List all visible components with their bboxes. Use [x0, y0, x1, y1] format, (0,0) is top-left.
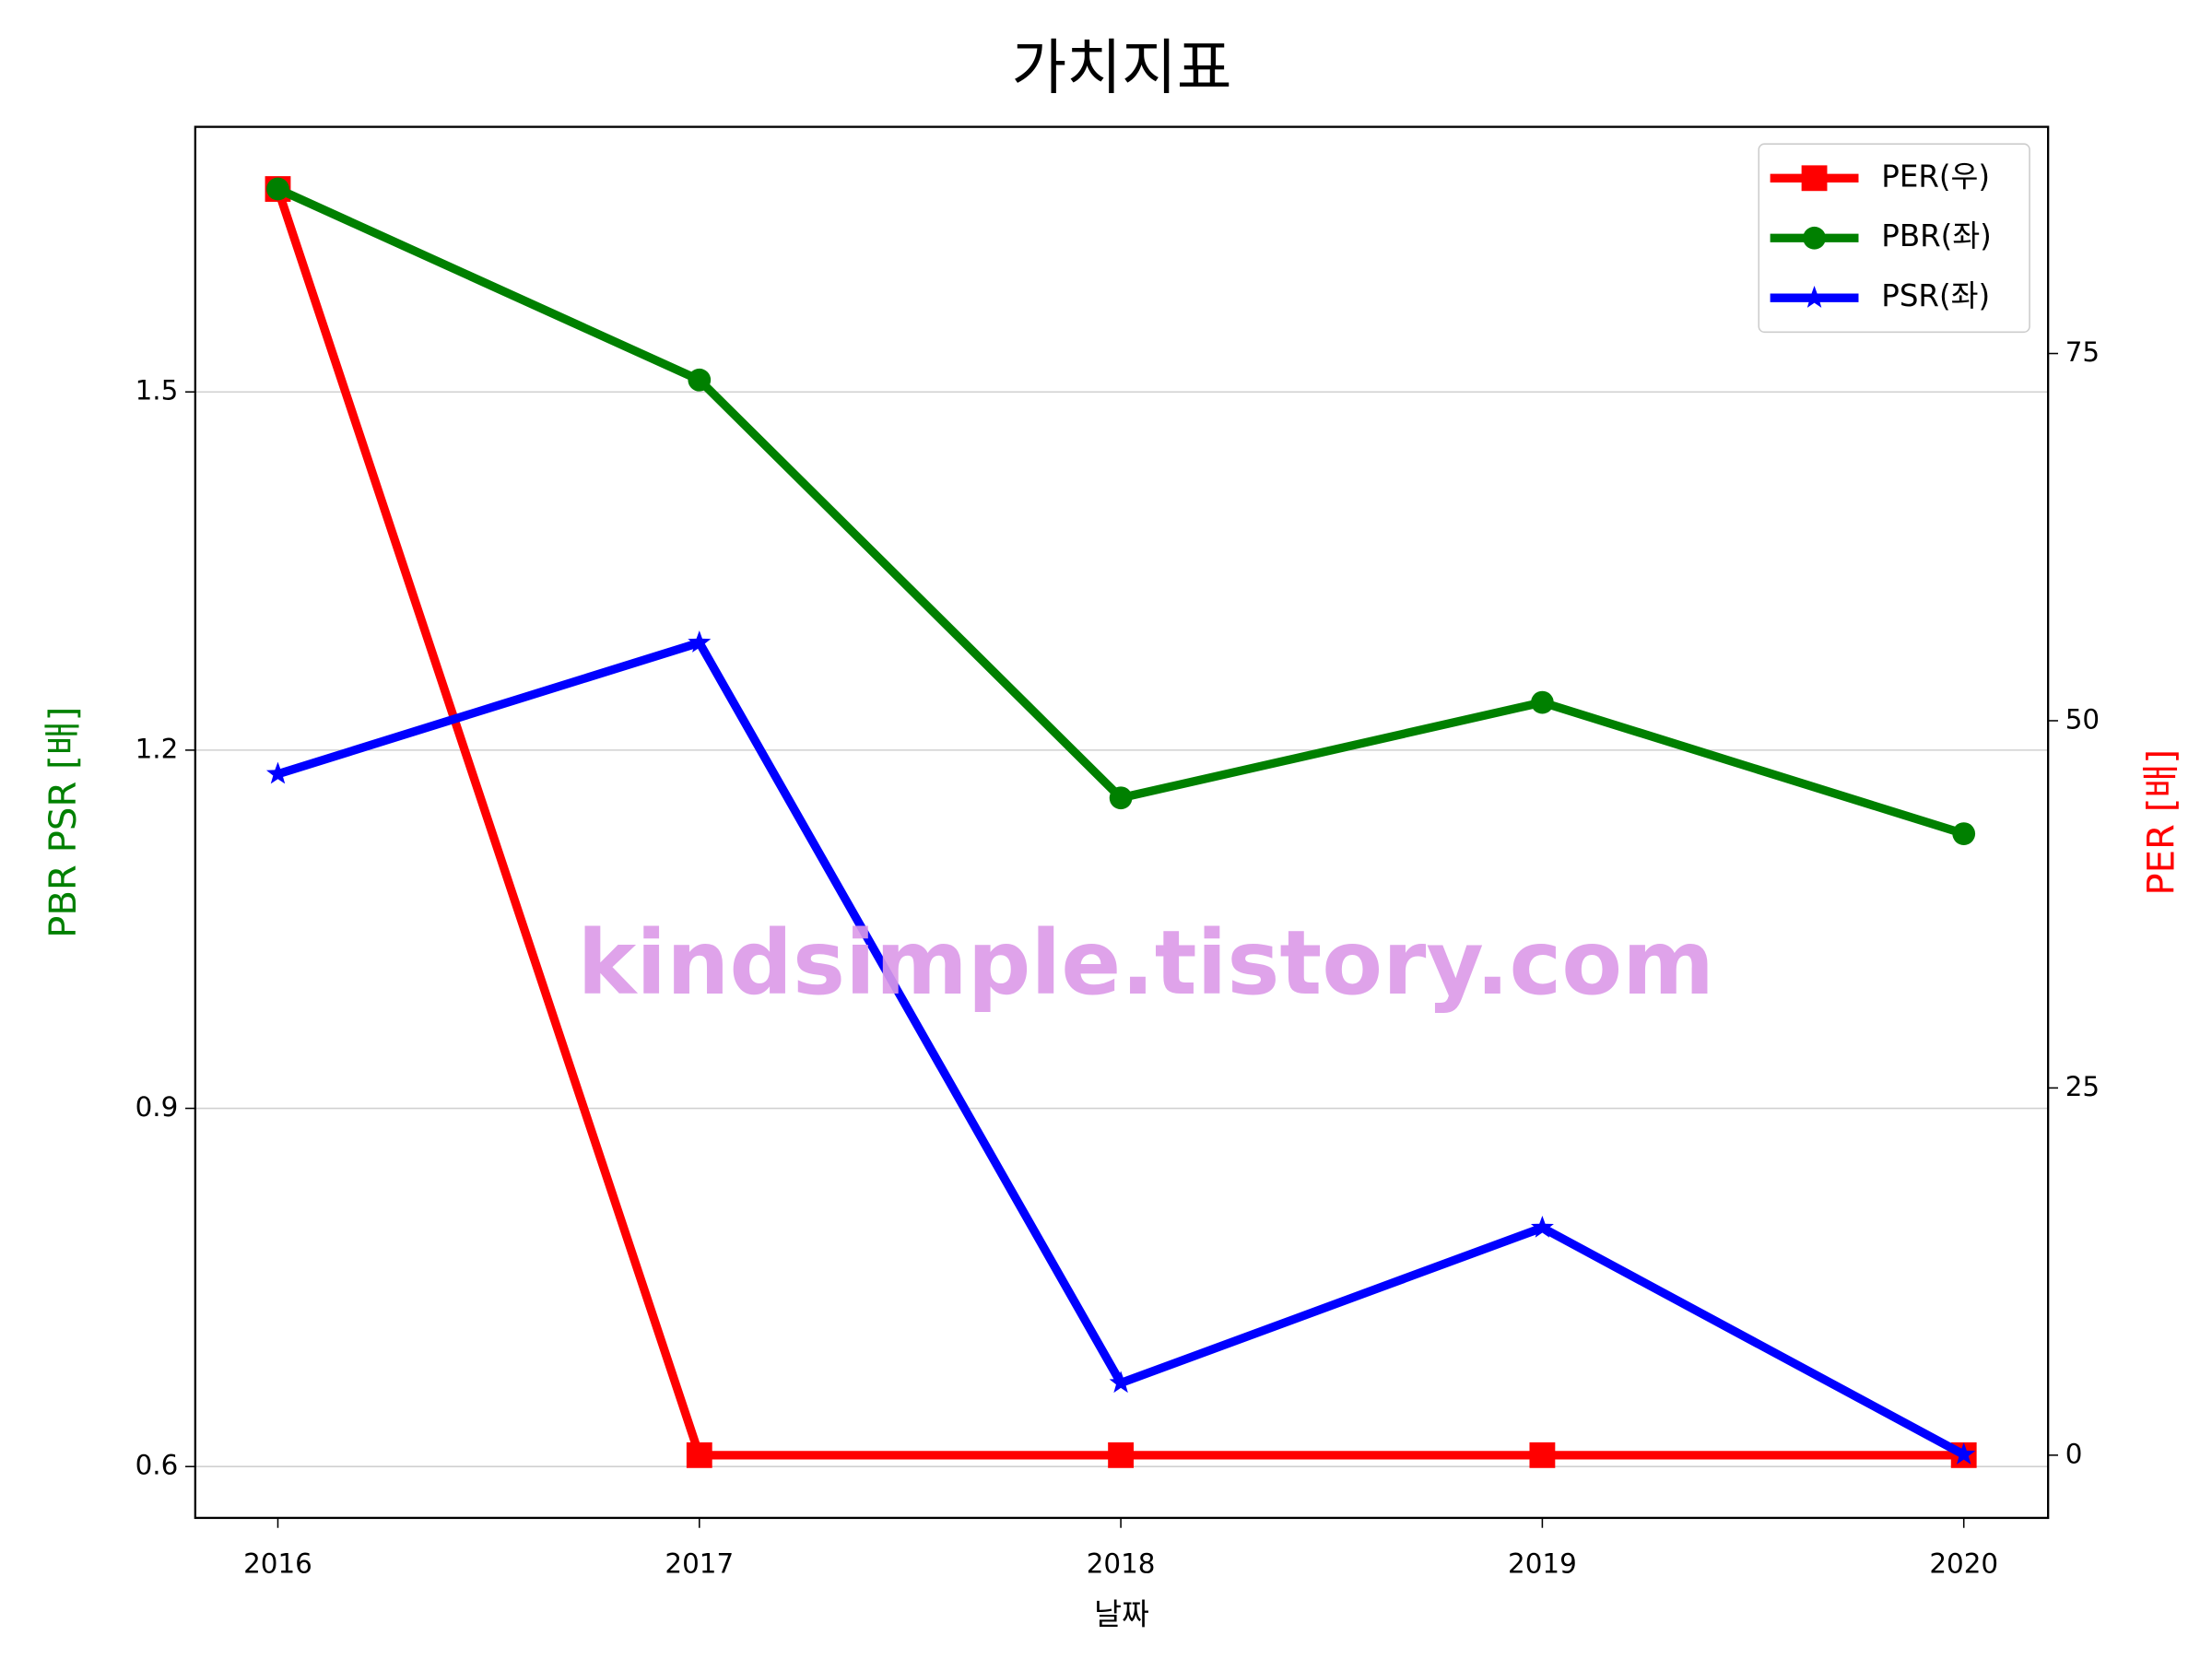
series-line: [276, 638, 1966, 1459]
y2-tick-label: 75: [2065, 336, 2100, 368]
marker: [686, 1441, 712, 1468]
legend-marker: [1801, 165, 1828, 192]
y-tick-label: 1.5: [135, 375, 179, 406]
x-tick-label: 2018: [1087, 1547, 1156, 1579]
x-axis-label: 날짜: [1094, 1597, 1149, 1632]
marker: [1108, 1441, 1135, 1468]
plot-frame: [194, 125, 2050, 1520]
marker: [1109, 1371, 1133, 1394]
legend-marker: [1803, 226, 1826, 250]
x-tick-label: 2017: [665, 1547, 734, 1579]
marker: [265, 761, 289, 784]
marker: [688, 368, 712, 392]
y2-axis-label: PER [배]: [2140, 749, 2183, 896]
x-tick-label: 2019: [1508, 1547, 1577, 1579]
marker: [688, 630, 712, 653]
y2-tick-label: 0: [2065, 1438, 2083, 1469]
marker: [1952, 822, 1976, 845]
y2-tick-label: 50: [2065, 703, 2100, 735]
y-axis-label: PBR PSR [배]: [42, 707, 85, 938]
legend-label: PSR(좌): [1881, 278, 1990, 313]
legend-label: PBR(좌): [1881, 218, 1992, 253]
marker: [1529, 1441, 1556, 1468]
watermark: kindsimple.tistory.com: [578, 912, 1715, 1015]
marker: [1531, 690, 1554, 714]
series-line: [276, 184, 1966, 839]
series-line: [274, 187, 1964, 1460]
legend-marker: [1803, 286, 1827, 308]
marker: [1530, 1215, 1554, 1238]
marker: [1109, 786, 1133, 810]
marker: [266, 177, 289, 201]
y-tick-label: 0.9: [135, 1091, 179, 1123]
x-tick-label: 2016: [243, 1547, 312, 1579]
y2-tick-label: 25: [2065, 1071, 2100, 1102]
legend-label: PER(우): [1881, 159, 1990, 194]
x-tick-label: 2020: [1929, 1547, 1998, 1579]
y-tick-label: 1.2: [135, 733, 179, 764]
chart-title: 가치지표: [1012, 33, 1232, 102]
marker: [1952, 1442, 1976, 1465]
y-tick-label: 0.6: [135, 1450, 179, 1481]
